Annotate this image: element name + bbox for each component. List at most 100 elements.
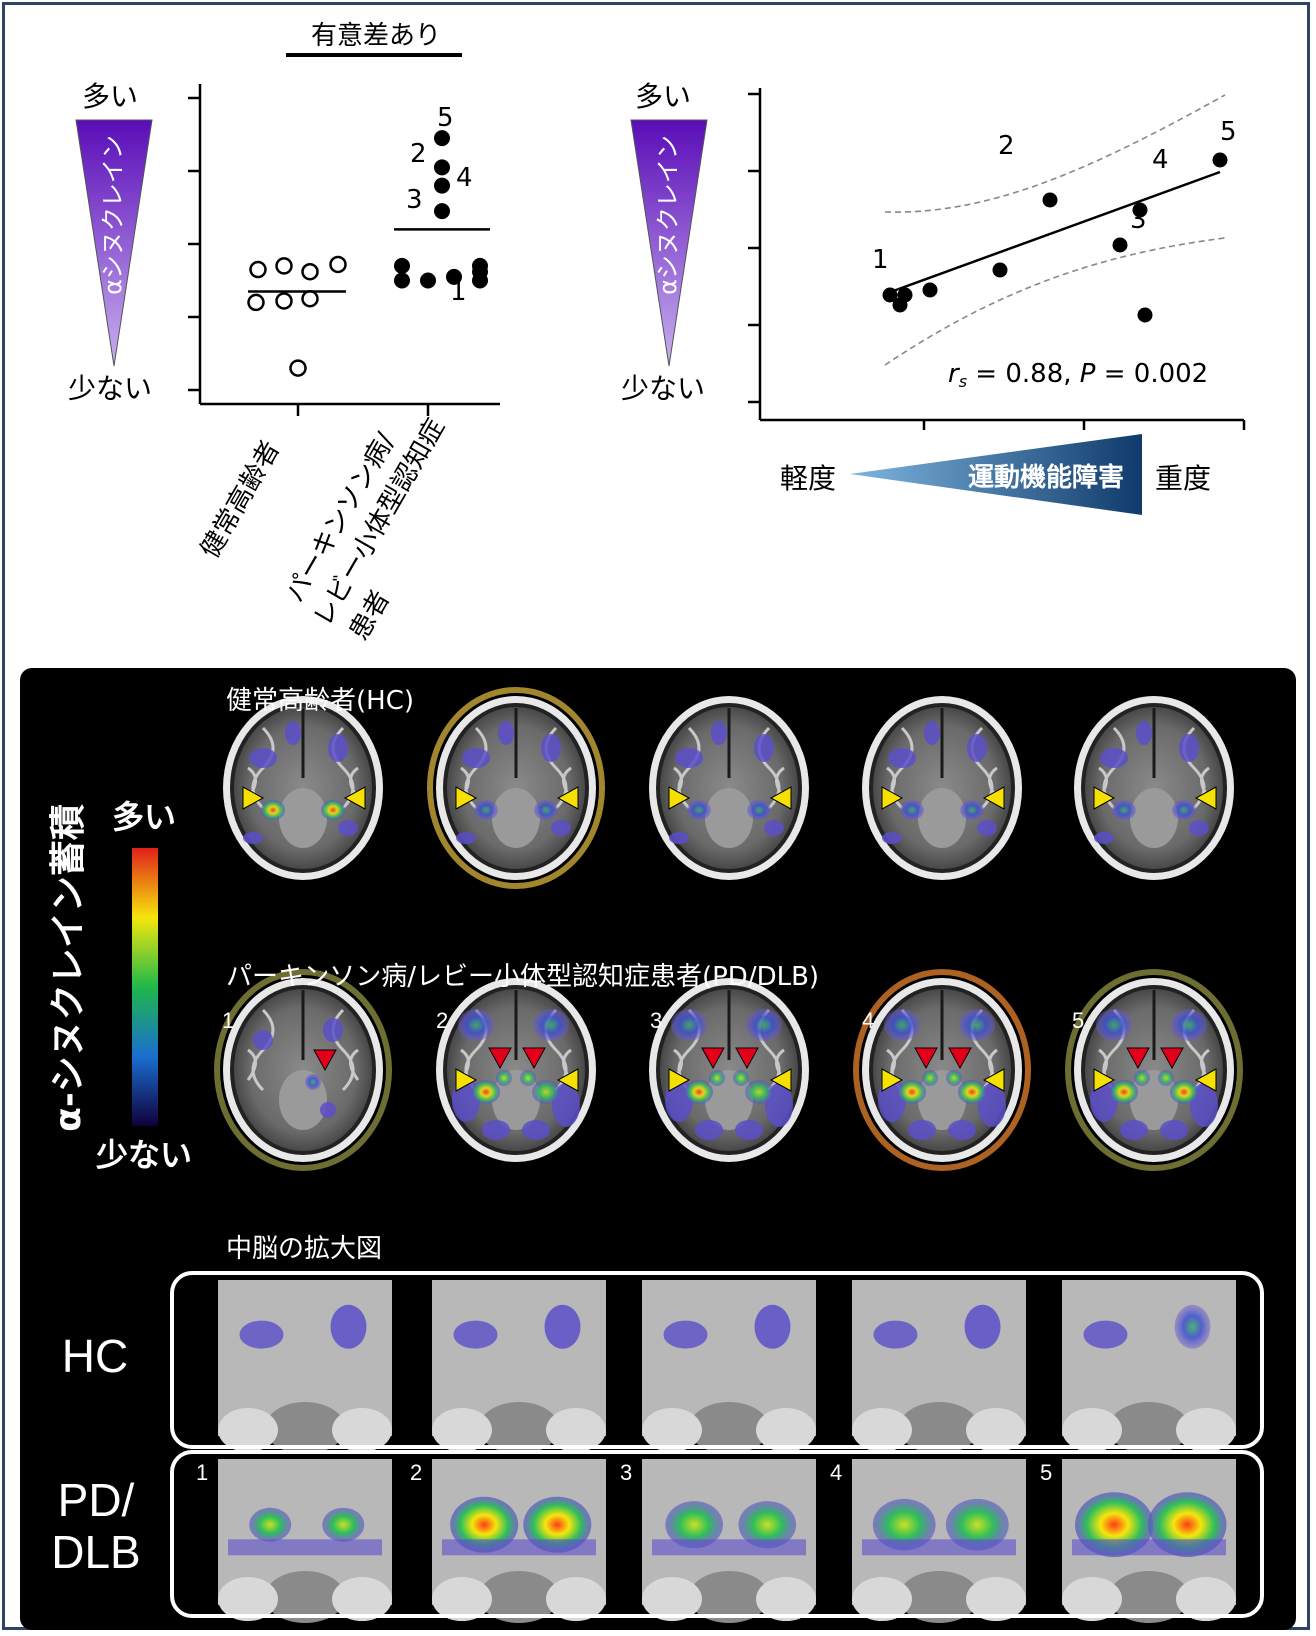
uptake-region (746, 1009, 782, 1041)
uptake-region (532, 1080, 560, 1104)
cortex-folds (1097, 1008, 1211, 1092)
red-arrow-icon (488, 1047, 512, 1070)
zoom-tile (620, 1459, 816, 1623)
yellow-arrow-icon (668, 1068, 691, 1092)
yellow-arrow-icon (1194, 1068, 1217, 1092)
strip-num-3: 3 (620, 1460, 633, 1485)
uptake-region (948, 1120, 976, 1140)
uptake-region (958, 1080, 986, 1104)
uptake-region (675, 748, 703, 768)
uptake-region (1158, 1070, 1174, 1086)
uptake-region (735, 1120, 763, 1140)
axis-name: 運動機能障害 (968, 462, 1124, 493)
uptake-right (964, 1304, 1001, 1349)
uptake-region (959, 1009, 995, 1041)
uptake-region (541, 734, 561, 762)
red-arrow-icon (313, 1049, 337, 1072)
tile-separator (196, 1459, 218, 1605)
pd-num-1: 1 (222, 1008, 235, 1033)
uptake-region (1160, 1120, 1188, 1140)
uptake-region (977, 820, 997, 836)
uptake-region (338, 820, 358, 836)
uptake-region (462, 748, 490, 768)
zoom-tile (830, 1459, 1026, 1623)
uptake-region (1189, 820, 1209, 836)
scalp-signal (853, 969, 1031, 1171)
tile-separator (410, 1459, 432, 1605)
strip-num-1: 1 (196, 1460, 209, 1485)
temporal-lobe (642, 1408, 702, 1452)
hc-point (275, 257, 293, 275)
hc-title: 健常高齢者(HC) (226, 686, 414, 716)
brain-slice (1074, 696, 1234, 880)
uptake-region (898, 1080, 926, 1104)
midbrain-shape (689, 1402, 769, 1454)
uptake-band (862, 1539, 1016, 1556)
uptake-region (1112, 800, 1136, 820)
yellow-arrow-icon (1093, 786, 1116, 810)
brain-panel: α-シヌクレイン蓄積 多い 少ない 健常高齢者(HC) パーキンソン病/レビー小… (20, 668, 1296, 1630)
brain-slice (427, 687, 605, 889)
uptake-region (1110, 1080, 1138, 1104)
left-axes (188, 84, 500, 416)
scalp-signal (427, 687, 605, 889)
brainstem (1130, 788, 1178, 848)
pd-title: パーキンソン病/レビー小体型認知症患者(PD/DLB) (226, 962, 820, 992)
cortex-folds (672, 1008, 786, 1092)
zoom-tile (410, 1280, 606, 1454)
axis-severe: 重度 (1155, 462, 1211, 495)
uptake-region (320, 1102, 336, 1118)
colorbar-bottom: 少ない (96, 1136, 192, 1174)
yellow-arrow-icon (881, 1068, 904, 1092)
uptake-region (472, 1080, 500, 1104)
uptake-right (945, 1498, 1009, 1551)
uptake-region (261, 800, 285, 820)
uptake-band (1072, 1539, 1226, 1556)
uptake-region (1136, 721, 1152, 745)
uptake-region (685, 1080, 713, 1104)
uptake-region (285, 721, 301, 745)
brain-slice (223, 696, 383, 880)
scatter-point (1212, 152, 1228, 168)
brain-slice (214, 969, 392, 1171)
uptake-region (456, 832, 476, 844)
uptake-region (669, 832, 689, 844)
red-arrow-icon (948, 1047, 972, 1070)
temporal-lobe (546, 1577, 606, 1621)
temporal-lobe (852, 1408, 912, 1452)
uptake-right (754, 1304, 791, 1349)
pd-num-3: 3 (650, 1008, 663, 1033)
scatter-point (1132, 202, 1148, 218)
left-points (247, 130, 490, 377)
right-axes (748, 88, 1246, 430)
uptake-band (442, 1539, 596, 1556)
uptake-region (671, 1009, 707, 1041)
uptake-region (474, 800, 498, 820)
uptake-region (482, 1120, 510, 1140)
left-scale-wedge (75, 119, 153, 367)
uptake-region (243, 832, 263, 844)
cortex-folds (459, 1008, 573, 1092)
uptake-region (1171, 1009, 1207, 1041)
stats-text: rs = 0.88, P = 0.002 (948, 359, 1208, 391)
hc-point (329, 255, 347, 274)
uptake-region (323, 1018, 343, 1042)
scatter-point (992, 262, 1008, 278)
hc-point (289, 359, 307, 377)
brain-slice (436, 978, 596, 1162)
confidence-lower (884, 237, 1226, 366)
uptake-right (330, 1304, 367, 1349)
red-arrow-icon (914, 1047, 938, 1070)
pd-point (434, 177, 450, 194)
temporal-lobe (1062, 1577, 1122, 1621)
midbrain-shape (479, 1571, 559, 1623)
uptake-region (900, 800, 924, 820)
strip-num-4: 4 (830, 1460, 843, 1485)
uptake-region (747, 800, 771, 820)
red-arrow-icon (735, 1047, 759, 1070)
significance-label: 有意差あり (311, 21, 441, 51)
left-point-label-3: 3 (406, 185, 423, 215)
zoom-tile (410, 1459, 606, 1623)
uptake-right (738, 1501, 797, 1549)
right-scale-bottom: 少ない (621, 372, 705, 405)
